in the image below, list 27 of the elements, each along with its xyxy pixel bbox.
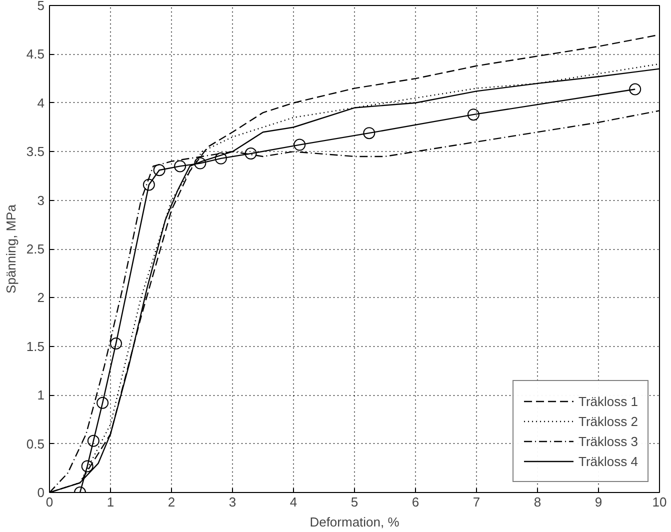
y-tick-label: 2.5 xyxy=(26,242,45,256)
x-tick-label: 3 xyxy=(228,494,236,510)
y-tick-label: 5 xyxy=(37,0,45,13)
legend-label: Träkloss 4 xyxy=(578,454,638,468)
x-tick-label: 7 xyxy=(472,494,480,510)
x-tick-label: 9 xyxy=(594,494,602,510)
legend-label: Träkloss 2 xyxy=(578,414,638,428)
legend-label: Träkloss 1 xyxy=(578,394,638,408)
x-tick-label: 4 xyxy=(290,494,298,510)
x-tick-label: 6 xyxy=(412,494,420,510)
x-tick-label: 1 xyxy=(106,494,114,510)
y-tick-label: 0 xyxy=(37,485,45,500)
y-tick-label: 1.5 xyxy=(26,338,45,354)
y-tick-label: 4.5 xyxy=(26,46,45,62)
x-tick-label: 10 xyxy=(652,494,667,510)
y-tick-label: 2 xyxy=(37,290,45,306)
y-tick-label: 1 xyxy=(37,388,45,403)
legend-label: Träkloss 3 xyxy=(578,434,638,448)
x-tick-label: 8 xyxy=(534,494,542,510)
x-tick-label: 2 xyxy=(168,494,176,510)
y-tick-label: 0.5 xyxy=(26,436,45,452)
x-tick-label: 5 xyxy=(350,494,358,510)
y-tick-label: 4 xyxy=(37,95,45,110)
y-tick-label: 3.5 xyxy=(26,144,45,160)
y-axis-title: Spänning, MPa xyxy=(3,204,18,294)
x-axis-title: Deformation, % xyxy=(310,514,400,530)
y-tick-label: 3 xyxy=(37,192,45,208)
